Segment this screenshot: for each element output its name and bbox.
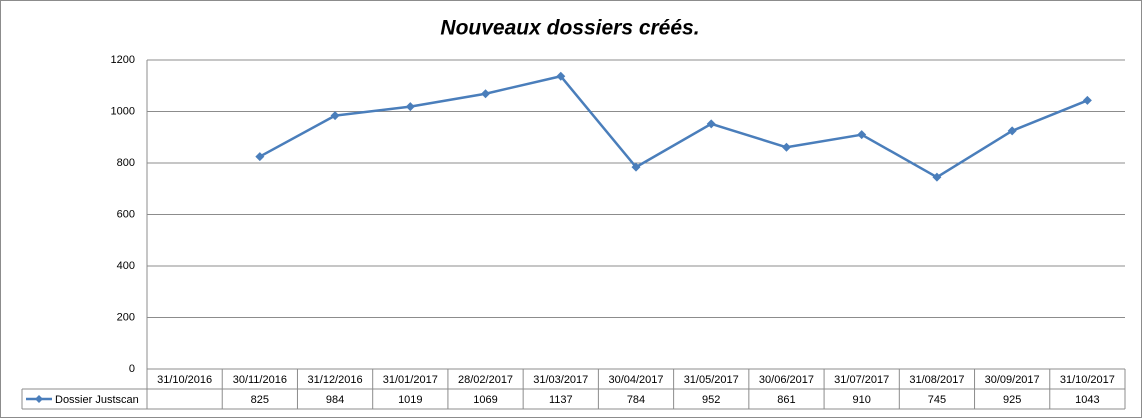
legend-label: Dossier Justscan (55, 394, 139, 406)
y-tick-label: 200 (117, 311, 135, 323)
x-tick-label: 31/01/2017 (383, 374, 438, 386)
data-marker (405, 102, 415, 112)
table-value: 925 (1003, 394, 1021, 406)
x-tick-label: 28/02/2017 (458, 374, 513, 386)
table-value: 784 (627, 394, 645, 406)
table-value: 1019 (398, 394, 422, 406)
x-tick-label: 31/05/2017 (684, 374, 739, 386)
table-value: 861 (777, 394, 795, 406)
data-marker (706, 119, 716, 129)
data-marker (481, 89, 491, 99)
x-tick-label: 31/10/2016 (157, 374, 212, 386)
table-value: 1137 (549, 394, 573, 406)
y-tick-label: 800 (117, 157, 135, 169)
data-marker (631, 162, 641, 172)
x-tick-label: 31/12/2016 (308, 374, 363, 386)
x-tick-label: 31/07/2017 (834, 374, 889, 386)
x-tick-label: 31/10/2017 (1060, 374, 1115, 386)
data-marker (255, 152, 265, 162)
x-tick-label: 30/04/2017 (608, 374, 663, 386)
chart-title: Nouveaux dossiers créés. (440, 17, 699, 40)
data-marker (1082, 95, 1092, 105)
data-marker (781, 142, 791, 152)
data-marker (857, 130, 867, 140)
y-tick-label: 400 (117, 260, 135, 272)
y-tick-label: 600 (117, 208, 135, 220)
y-tick-label: 0 (129, 363, 135, 375)
table-value: 910 (853, 394, 871, 406)
legend-marker (35, 395, 43, 403)
table-value: 825 (251, 394, 269, 406)
y-tick-label: 1200 (111, 54, 135, 66)
table-value: 1069 (473, 394, 497, 406)
data-marker (932, 172, 942, 182)
y-tick-label: 1000 (111, 105, 135, 117)
table-value: 745 (928, 394, 946, 406)
x-tick-label: 30/09/2017 (985, 374, 1040, 386)
data-marker (1007, 126, 1017, 136)
table-value: 952 (702, 394, 720, 406)
x-tick-label: 30/11/2016 (233, 374, 287, 386)
data-marker (330, 111, 340, 121)
table-value: 1043 (1075, 394, 1099, 406)
data-marker (556, 71, 566, 81)
x-tick-label: 31/08/2017 (909, 374, 964, 386)
series-line (259, 74, 1088, 179)
table-value: 984 (326, 394, 344, 406)
x-tick-label: 30/06/2017 (759, 374, 814, 386)
x-tick-label: 31/03/2017 (533, 374, 588, 386)
